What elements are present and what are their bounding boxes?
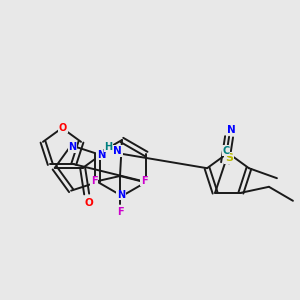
Text: F: F <box>141 176 147 186</box>
Text: S: S <box>225 153 233 163</box>
Text: F: F <box>117 207 123 217</box>
Text: O: O <box>84 198 93 208</box>
Text: F: F <box>91 176 97 186</box>
Text: C: C <box>222 146 230 156</box>
Text: O: O <box>59 123 67 133</box>
Text: N: N <box>97 150 105 160</box>
Text: N: N <box>113 146 122 156</box>
Text: N: N <box>68 142 76 152</box>
Text: H: H <box>105 142 113 152</box>
Text: N: N <box>117 190 125 200</box>
Text: N: N <box>227 125 236 135</box>
Text: N: N <box>97 150 105 160</box>
